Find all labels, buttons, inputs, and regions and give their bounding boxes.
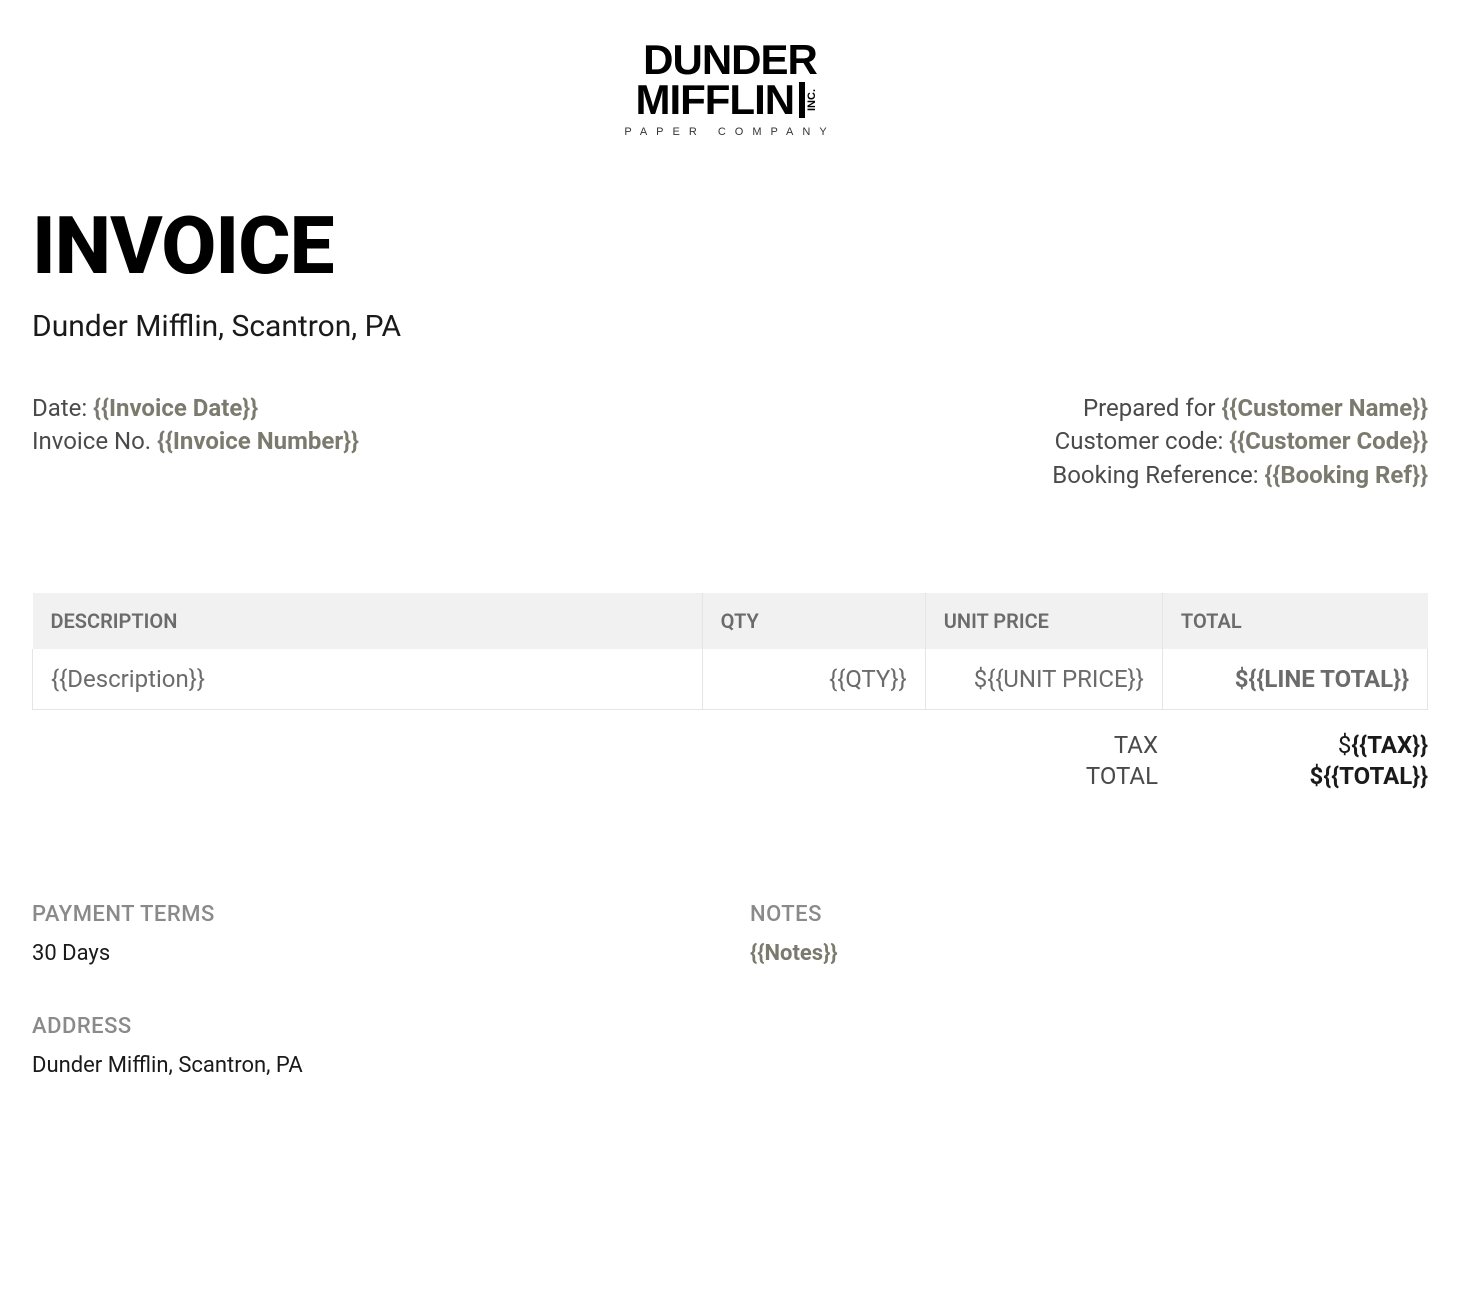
footer: PAYMENT TERMS 30 Days ADDRESS Dunder Mif… bbox=[32, 902, 1428, 1078]
tax-label: TAX bbox=[1078, 730, 1158, 761]
totals-block: TAX ${{TAX}} TOTAL ${{TOTAL}} bbox=[32, 730, 1428, 792]
booking-ref-label: Booking Reference: bbox=[1052, 461, 1264, 489]
invoice-number-value: {{Invoice Number}} bbox=[157, 427, 359, 455]
invoice-number-row: Invoice No. {{Invoice Number}} bbox=[32, 425, 359, 459]
payment-terms-value: 30 Days bbox=[32, 941, 710, 966]
prepared-for-value: {{Customer Name}} bbox=[1222, 394, 1429, 422]
svg-text:INC.: INC. bbox=[806, 89, 818, 111]
invoice-meta: Date: {{Invoice Date}} Invoice No. {{Inv… bbox=[32, 392, 1428, 493]
table-row: {{Description}} {{QTY}} ${{UNIT PRICE}} … bbox=[33, 649, 1428, 710]
prepared-for-label: Prepared for bbox=[1083, 394, 1222, 422]
invoice-date-label: Date: bbox=[32, 394, 93, 422]
customer-code-value: {{Customer Code}} bbox=[1229, 427, 1428, 455]
cell-description: {{Description}} bbox=[33, 649, 703, 710]
invoice-date-row: Date: {{Invoice Date}} bbox=[32, 392, 359, 426]
invoice-number-label: Invoice No. bbox=[32, 427, 157, 455]
address-block: ADDRESS Dunder Mifflin, Scantron, PA bbox=[32, 1014, 710, 1078]
footer-right: NOTES {{Notes}} bbox=[750, 902, 1428, 1078]
footer-left: PAYMENT TERMS 30 Days ADDRESS Dunder Mif… bbox=[32, 902, 710, 1078]
invoice-date-value: {{Invoice Date}} bbox=[93, 394, 258, 422]
customer-code-label: Customer code: bbox=[1055, 427, 1230, 455]
total-label: TOTAL bbox=[1078, 761, 1158, 792]
prepared-for-row: Prepared for {{Customer Name}} bbox=[1052, 392, 1428, 426]
company-logo: DUNDER MIFFLIN INC. PAPER COMPANY bbox=[624, 40, 835, 138]
line-total-value: {{LINE TOTAL}} bbox=[1249, 665, 1409, 693]
total-amount: {{TOTAL}} bbox=[1323, 762, 1428, 790]
logo-container: DUNDER MIFFLIN INC. PAPER COMPANY bbox=[32, 40, 1428, 139]
invoice-meta-left: Date: {{Invoice Date}} Invoice No. {{Inv… bbox=[32, 392, 359, 493]
booking-ref-row: Booking Reference: {{Booking Ref}} bbox=[1052, 459, 1428, 493]
booking-ref-value: {{Booking Ref}} bbox=[1265, 461, 1429, 489]
unit-price-prefix: $ bbox=[974, 665, 988, 693]
tax-value: ${{TAX}} bbox=[1268, 730, 1428, 761]
customer-code-row: Customer code: {{Customer Code}} bbox=[1052, 425, 1428, 459]
company-address-line: Dunder Mifflin, Scantron, PA bbox=[32, 309, 1428, 344]
unit-price-value: {{UNIT PRICE}} bbox=[987, 665, 1144, 693]
col-header-description: DESCRIPTION bbox=[33, 593, 703, 649]
logo-inc-icon: INC. bbox=[797, 80, 825, 120]
cell-line-total: ${{LINE TOTAL}} bbox=[1162, 649, 1427, 710]
notes-value: {{Notes}} bbox=[750, 941, 1428, 966]
table-header-row: DESCRIPTION QTY UNIT PRICE TOTAL bbox=[33, 593, 1428, 649]
col-header-total: TOTAL bbox=[1162, 593, 1427, 649]
notes-heading: NOTES bbox=[750, 902, 1428, 927]
total-row: TOTAL ${{TOTAL}} bbox=[32, 761, 1428, 792]
logo-tagline: PAPER COMPANY bbox=[624, 126, 835, 138]
tax-amount: {{TAX}} bbox=[1351, 731, 1428, 759]
invoice-meta-right: Prepared for {{Customer Name}} Customer … bbox=[1052, 392, 1428, 493]
col-header-unit-price: UNIT PRICE bbox=[925, 593, 1162, 649]
line-items-table: DESCRIPTION QTY UNIT PRICE TOTAL {{Descr… bbox=[32, 593, 1428, 710]
cell-qty: {{QTY}} bbox=[702, 649, 925, 710]
payment-terms-block: PAYMENT TERMS 30 Days bbox=[32, 902, 710, 966]
address-heading: ADDRESS bbox=[32, 1014, 710, 1039]
line-total-prefix: $ bbox=[1235, 665, 1249, 693]
logo-line-2: MIFFLIN bbox=[635, 76, 794, 123]
logo-line-1: DUNDER bbox=[624, 40, 835, 80]
total-prefix: $ bbox=[1310, 762, 1324, 790]
total-value: ${{TOTAL}} bbox=[1268, 761, 1428, 792]
cell-unit-price: ${{UNIT PRICE}} bbox=[925, 649, 1162, 710]
col-header-qty: QTY bbox=[702, 593, 925, 649]
payment-terms-heading: PAYMENT TERMS bbox=[32, 902, 710, 927]
address-value: Dunder Mifflin, Scantron, PA bbox=[32, 1053, 710, 1078]
tax-row: TAX ${{TAX}} bbox=[32, 730, 1428, 761]
logo-line-2-wrap: MIFFLIN INC. bbox=[635, 80, 824, 120]
tax-prefix: $ bbox=[1338, 731, 1352, 759]
page-title: INVOICE bbox=[32, 199, 1428, 293]
